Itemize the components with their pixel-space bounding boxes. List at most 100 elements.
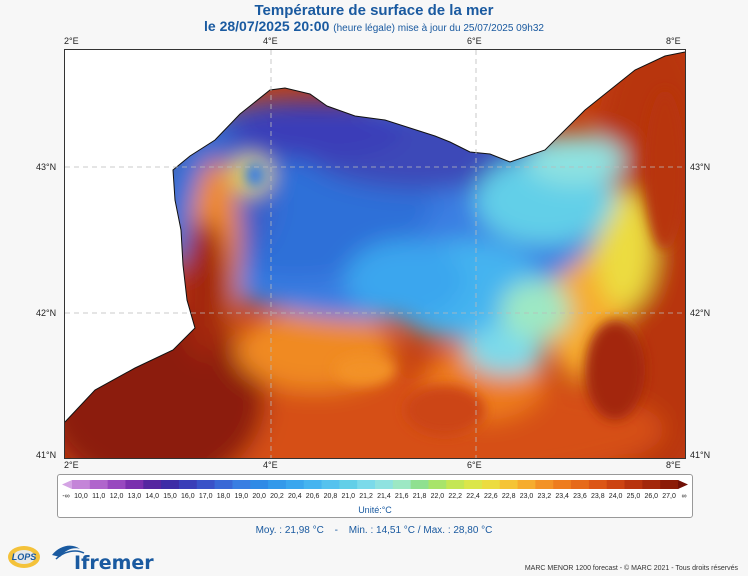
footer-credit: MARC MENOR 1200 forecast - © MARC 2021 -… bbox=[524, 565, 738, 572]
lops-logo: LOPS bbox=[8, 546, 40, 568]
colorbar-swatch bbox=[678, 480, 688, 489]
colorbar-swatch bbox=[446, 480, 465, 489]
colorbar-swatch bbox=[428, 480, 447, 489]
colorbar-swatch bbox=[606, 480, 626, 489]
map-subtitle: le 28/07/2025 20:00 (heure légale) mise … bbox=[0, 18, 748, 34]
colorbar-swatch bbox=[161, 480, 180, 489]
colorbar-label: 23,6 bbox=[573, 493, 587, 500]
colorbar-svg bbox=[62, 480, 688, 489]
top-tick-6e: 6°E bbox=[467, 36, 482, 46]
colorbar-label: 10,0 bbox=[74, 493, 88, 500]
colorbar-swatch bbox=[196, 480, 216, 489]
colorbar-swatch bbox=[642, 480, 661, 489]
sea-surface bbox=[65, 52, 685, 458]
colorbar-label: 21,8 bbox=[412, 493, 427, 500]
colorbar-swatch bbox=[517, 480, 536, 489]
colorbar-label: 20,6 bbox=[305, 493, 320, 500]
right-tick-43n: 43°N bbox=[690, 162, 711, 172]
sst-map bbox=[64, 49, 686, 459]
colorbar-label: -∞ bbox=[62, 493, 70, 500]
bottom-tick-6e: 6°E bbox=[467, 460, 482, 470]
colorbar-label: 25,0 bbox=[626, 493, 641, 500]
colorbar-swatch bbox=[357, 480, 376, 489]
colorbar-label: 22,0 bbox=[430, 493, 445, 500]
colorbar-swatch bbox=[107, 480, 126, 489]
colorbar-label: 22,4 bbox=[466, 493, 480, 500]
colorbar-label: 22,6 bbox=[484, 493, 498, 500]
colorbar-swatch bbox=[481, 480, 501, 489]
right-tick-41n: 41°N bbox=[690, 450, 711, 460]
colorbar-swatch bbox=[464, 480, 483, 489]
forecast-date: le 28/07/2025 20:00 bbox=[204, 18, 330, 34]
colorbar-swatch bbox=[143, 480, 162, 489]
colorbar-swatch bbox=[588, 480, 608, 489]
colorbar-swatch bbox=[214, 480, 233, 489]
colorbar-swatch bbox=[553, 480, 572, 489]
coastline bbox=[65, 51, 685, 423]
colorbar-label: 14,0 bbox=[145, 493, 160, 500]
lops-logo-text: LOPS bbox=[12, 552, 37, 562]
colorbar-swatch bbox=[268, 480, 287, 489]
colorbar-label: 15,0 bbox=[163, 493, 177, 500]
colorbar-swatch bbox=[178, 480, 198, 489]
colorbar-label: 20,4 bbox=[287, 493, 302, 500]
colorbar-label: 21,4 bbox=[377, 493, 391, 500]
colorbar-swatch bbox=[72, 480, 91, 489]
left-tick-42n: 42°N bbox=[36, 308, 57, 318]
colorbar-label: 21,0 bbox=[341, 493, 356, 500]
colorbar-label: 23,2 bbox=[537, 493, 552, 500]
sst-map-svg bbox=[65, 50, 685, 458]
colorbar-label: 12,0 bbox=[109, 493, 124, 500]
colorbar-swatch bbox=[62, 480, 72, 489]
update-note: (heure légale) mise à jour du 25/07/2025… bbox=[333, 23, 544, 34]
unit-label: Unité:°C bbox=[358, 505, 392, 515]
colorbar-label: 23,8 bbox=[590, 493, 605, 500]
minmax-temp: Min. : 14,51 °C / Max. : 28,80 °C bbox=[348, 525, 493, 536]
colorbar-label: 21,6 bbox=[394, 493, 409, 500]
colorbar-swatch bbox=[125, 480, 144, 489]
right-tick-42n: 42°N bbox=[690, 308, 711, 318]
colorbar-swatch bbox=[392, 480, 412, 489]
colorbar-swatch bbox=[285, 480, 305, 489]
bottom-tick-4e: 4°E bbox=[263, 460, 278, 470]
top-tick-8e: 8°E bbox=[666, 36, 681, 46]
stats-line: Moy. : 21,98 °C - Min. : 14,51 °C / Max.… bbox=[0, 525, 748, 536]
colorbar-label: 26,0 bbox=[644, 493, 659, 500]
map-title: Température de surface de la mer bbox=[254, 2, 494, 19]
colorbar-label: 11,0 bbox=[92, 493, 106, 500]
colorbar-swatch bbox=[660, 480, 679, 489]
colorbar-label: 19,0 bbox=[234, 493, 249, 500]
colorbar-swatch bbox=[499, 480, 519, 489]
colorbar-label: 16,0 bbox=[181, 493, 195, 500]
colorbar-label: 22,8 bbox=[501, 493, 516, 500]
colorbar-swatch bbox=[89, 480, 109, 489]
colorbar-legend: -∞ 10,0 11,0 12,0 13,0 14,0 15,0 16,0 17,0 18,0 19… bbox=[57, 474, 693, 518]
colorbar-label: 21,2 bbox=[359, 493, 373, 500]
bottom-tick-8e: 8°E bbox=[666, 460, 681, 470]
bottom-tick-2e: 2°E bbox=[64, 460, 79, 470]
top-tick-4e: 4°E bbox=[263, 36, 278, 46]
colorbar-swatch bbox=[624, 480, 643, 489]
colorbar-label: 17,0 bbox=[198, 493, 213, 500]
top-tick-2e: 2°E bbox=[64, 36, 79, 46]
colorbar-label: 18,0 bbox=[216, 493, 231, 500]
colorbar-label: 20,8 bbox=[323, 493, 338, 500]
colorbar-label: 24,0 bbox=[608, 493, 623, 500]
colorbar-swatch bbox=[250, 480, 269, 489]
colorbar-label: 20,2 bbox=[270, 493, 284, 500]
colorbar-label: 20,0 bbox=[252, 493, 266, 500]
colorbar-swatch bbox=[321, 480, 340, 489]
ifremer-logo-text: Ifremer bbox=[74, 552, 154, 574]
colorbar-label: 22,2 bbox=[448, 493, 463, 500]
colorbar-swatch bbox=[339, 480, 358, 489]
colorbar-label: 23,4 bbox=[555, 493, 569, 500]
colorbar-swatch bbox=[303, 480, 323, 489]
left-tick-43n: 43°N bbox=[36, 162, 57, 172]
colorbar-swatch bbox=[232, 480, 251, 489]
colorbar-label: 27,0 bbox=[662, 493, 676, 500]
mean-temp: Moy. : 21,98 °C bbox=[255, 525, 324, 536]
colorbar-swatch bbox=[571, 480, 590, 489]
colorbar-swatch bbox=[535, 480, 554, 489]
colorbar-label: ∞ bbox=[681, 493, 687, 500]
graticule bbox=[65, 50, 685, 458]
